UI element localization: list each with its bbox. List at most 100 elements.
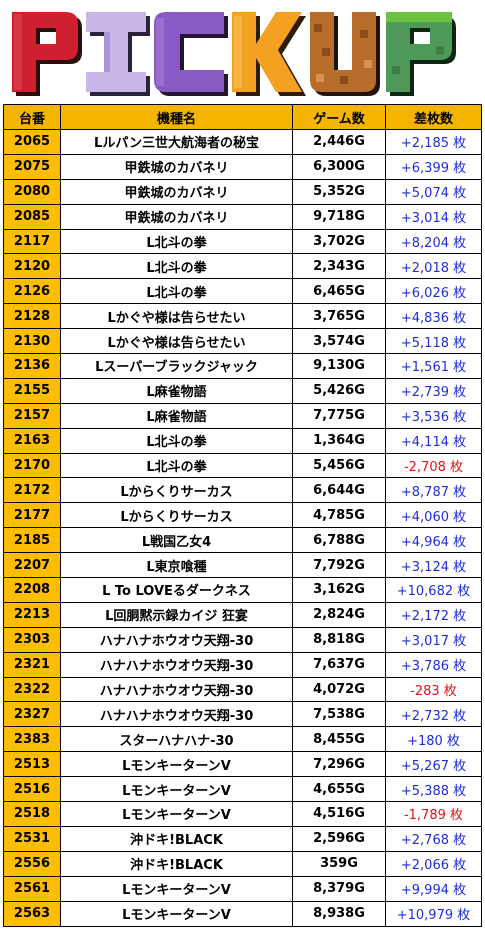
game-count-cell: 7,296G — [292, 751, 386, 778]
difference-cell: +2,066 枚 — [385, 850, 482, 877]
game-count-cell: 5,352G — [292, 178, 386, 205]
table-row: 2157 L麻雀物語 7,775G +3,536 枚 — [3, 402, 482, 429]
machine-name-cell: Lからくりサーカス — [60, 477, 293, 504]
game-count-cell: 3,574G — [292, 328, 386, 355]
machine-no-cell: 2170 — [3, 452, 61, 479]
machine-no-cell: 2155 — [3, 377, 61, 404]
table-row: 2170 L北斗の拳 5,456G -2,708 枚 — [3, 452, 482, 479]
difference-cell: +2,185 枚 — [385, 129, 482, 155]
table-row: 2213 L回胴黙示録カイジ 狂宴 2,824G +2,172 枚 — [3, 601, 482, 628]
table-row: 2163 L北斗の拳 1,364G +4,114 枚 — [3, 427, 482, 454]
difference-cell: +6,399 枚 — [385, 153, 482, 180]
difference-cell: +5,118 枚 — [385, 328, 482, 355]
game-count-cell: 359G — [292, 850, 386, 877]
game-count-cell: 3,702G — [292, 228, 386, 255]
machine-name-cell: LモンキーターンV — [60, 801, 293, 827]
machine-no-cell: 2172 — [3, 477, 61, 504]
machine-name-cell: L麻雀物語 — [60, 402, 293, 429]
difference-cell: +2,018 枚 — [385, 253, 482, 280]
table-header-row: 台番 機種名 ゲーム数 差枚数 — [3, 104, 482, 130]
table-row: 2556 沖ドキ!BLACK 359G +2,066 枚 — [3, 850, 482, 877]
table-row: 2155 L麻雀物語 5,426G +2,739 枚 — [3, 377, 482, 404]
machine-name-cell: LモンキーターンV — [60, 875, 293, 902]
game-count-cell: 7,538G — [292, 701, 386, 728]
difference-cell: +9,994 枚 — [385, 875, 482, 902]
machine-no-cell: 2208 — [3, 577, 61, 603]
table-row: 2516 LモンキーターンV 4,655G +5,388 枚 — [3, 776, 482, 803]
machine-no-cell: 2163 — [3, 427, 61, 454]
header-game-count: ゲーム数 — [292, 104, 386, 130]
machine-no-cell: 2157 — [3, 402, 61, 429]
game-count-cell: 4,516G — [292, 801, 386, 827]
game-count-cell: 9,718G — [292, 203, 386, 230]
game-count-cell: 6,300G — [292, 153, 386, 180]
table-row: 2080 甲鉄城のカバネリ 5,352G +5,074 枚 — [3, 178, 482, 205]
difference-cell: +8,204 枚 — [385, 228, 482, 255]
machine-name-cell: ハナハナホウオウ天翔-30 — [60, 676, 293, 703]
difference-cell: -2,708 枚 — [385, 452, 482, 479]
game-count-cell: 2,446G — [292, 129, 386, 155]
machine-no-cell: 2563 — [3, 900, 61, 927]
machine-no-cell: 2518 — [3, 801, 61, 827]
game-count-cell: 6,465G — [292, 278, 386, 305]
machine-name-cell: 沖ドキ!BLACK — [60, 825, 293, 852]
machine-no-cell: 2383 — [3, 726, 61, 753]
difference-cell: +5,388 枚 — [385, 776, 482, 803]
machine-name-cell: 甲鉄城のカバネリ — [60, 203, 293, 230]
difference-cell: +1,561 枚 — [385, 353, 482, 379]
machine-no-cell: 2075 — [3, 153, 61, 180]
pickup-logo — [12, 12, 456, 96]
game-count-cell: 1,364G — [292, 427, 386, 454]
machine-name-cell: L北斗の拳 — [60, 253, 293, 280]
difference-cell: +2,732 枚 — [385, 701, 482, 728]
difference-cell: +10,682 枚 — [385, 577, 482, 603]
machine-name-cell: Lかぐや様は告らせたい — [60, 328, 293, 355]
machine-no-cell: 2561 — [3, 875, 61, 902]
table-row: 2561 LモンキーターンV 8,379G +9,994 枚 — [3, 875, 482, 902]
game-count-cell: 3,765G — [292, 303, 386, 330]
difference-cell: +2,768 枚 — [385, 825, 482, 852]
difference-cell: +3,786 枚 — [385, 651, 482, 678]
game-count-cell: 5,456G — [292, 452, 386, 479]
game-count-cell: 8,455G — [292, 726, 386, 753]
logo-letter-c — [154, 12, 228, 96]
machine-name-cell: L To LOVEるダークネス — [60, 577, 293, 603]
difference-cell: +4,060 枚 — [385, 502, 482, 529]
machine-name-cell: LモンキーターンV — [60, 751, 293, 778]
machine-no-cell: 2303 — [3, 626, 61, 653]
machine-name-cell: L麻雀物語 — [60, 377, 293, 404]
machine-name-cell: スターハナハナ-30 — [60, 726, 293, 753]
table-row: 2128 Lかぐや様は告らせたい 3,765G +4,836 枚 — [3, 303, 482, 330]
table-row: 2120 L北斗の拳 2,343G +2,018 枚 — [3, 253, 482, 280]
machine-no-cell: 2085 — [3, 203, 61, 230]
game-count-cell: 2,824G — [292, 601, 386, 628]
table-row: 2085 甲鉄城のカバネリ 9,718G +3,014 枚 — [3, 203, 482, 230]
table-row: 2136 Lスーパーブラックジャック 9,130G +1,561 枚 — [3, 353, 482, 379]
game-count-cell: 3,162G — [292, 577, 386, 603]
game-count-cell: 7,792G — [292, 552, 386, 579]
table-row: 2321 ハナハナホウオウ天翔-30 7,637G +3,786 枚 — [3, 651, 482, 678]
difference-cell: +4,964 枚 — [385, 527, 482, 554]
machine-name-cell: ハナハナホウオウ天翔-30 — [60, 651, 293, 678]
table-row: 2563 LモンキーターンV 8,938G +10,979 枚 — [3, 900, 482, 927]
table-row: 2207 L東京喰種 7,792G +3,124 枚 — [3, 552, 482, 579]
machine-name-cell: Lルパン三世大航海者の秘宝 — [60, 129, 293, 155]
machine-no-cell: 2556 — [3, 850, 61, 877]
machine-name-cell: 甲鉄城のカバネリ — [60, 178, 293, 205]
machine-name-cell: 沖ドキ!BLACK — [60, 850, 293, 877]
table-row: 2065 Lルパン三世大航海者の秘宝 2,446G +2,185 枚 — [3, 129, 482, 155]
table-row: 2075 甲鉄城のカバネリ 6,300G +6,399 枚 — [3, 153, 482, 180]
header-machine-name: 機種名 — [60, 104, 293, 130]
table-row: 2177 Lからくりサーカス 4,785G +4,060 枚 — [3, 502, 482, 529]
game-count-cell: 4,655G — [292, 776, 386, 803]
table-row: 2172 Lからくりサーカス 6,644G +8,787 枚 — [3, 477, 482, 504]
logo-letter-i — [86, 12, 150, 96]
table-row: 2303 ハナハナホウオウ天翔-30 8,818G +3,017 枚 — [3, 626, 482, 653]
machine-name-cell: LモンキーターンV — [60, 900, 293, 927]
game-count-cell: 7,637G — [292, 651, 386, 678]
difference-cell: -1,789 枚 — [385, 801, 482, 827]
machine-no-cell: 2120 — [3, 253, 61, 280]
machine-name-cell: Lからくりサーカス — [60, 502, 293, 529]
machine-no-cell: 2531 — [3, 825, 61, 852]
game-count-cell: 9,130G — [292, 353, 386, 379]
